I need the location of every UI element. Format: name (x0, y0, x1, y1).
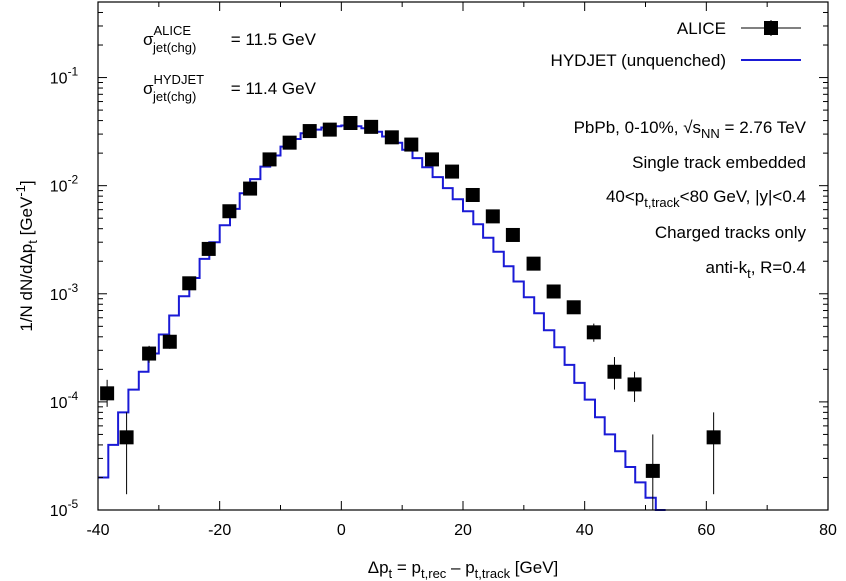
hydjet-step-line (98, 124, 666, 511)
ptrange-annotation-post: <80 GeV, |y|<0.4 (680, 187, 806, 206)
x-axis-label-sub3: t,track (475, 566, 511, 581)
x-axis-label-mid2: – p (446, 558, 474, 577)
alice-data-point (222, 204, 237, 219)
algo-annotation-pre: anti-k (706, 258, 748, 277)
x-tick-label: 20 (454, 522, 472, 539)
x-tick-label: 80 (819, 522, 837, 539)
alice-data-point (404, 137, 419, 152)
sigma-alice-symbol: σ (143, 30, 154, 49)
alice-data-point (645, 463, 660, 478)
x-tick-label: 60 (697, 522, 715, 539)
alice-data-point (485, 209, 500, 224)
ptrange-annotation-sub: t,track (644, 195, 680, 210)
alice-data-point (586, 325, 601, 340)
hydjet-series (98, 124, 666, 511)
legend-label-alice: ALICE (677, 19, 726, 38)
alice-data-point (282, 135, 297, 150)
alice-data-point (162, 334, 177, 349)
system-annotation-sqrt: √s (683, 118, 701, 137)
alice-data-point (546, 284, 561, 299)
sigma-hydjet-symbol: σ (143, 79, 154, 98)
alice-data-point (201, 241, 216, 256)
sigma-alice-sup: ALICE (154, 23, 192, 38)
alice-data-point (100, 386, 115, 401)
ptrange-annotation-pre: 40<p (606, 187, 644, 206)
alice-data-point (706, 430, 721, 445)
x-tick-label: 40 (576, 522, 594, 539)
system-annotation-pre: PbPb, 0-10%, (574, 118, 684, 137)
alice-data-point (119, 430, 134, 445)
y-axis-label-main: 1/N dN/dΔp (17, 244, 36, 332)
alice-data-point (343, 115, 358, 130)
alice-data-point (364, 119, 379, 134)
system-annotation: PbPb, 0-10%, √sNN = 2.76 TeV (574, 118, 807, 141)
sigma-hydjet-sub: jet(chg) (152, 89, 196, 104)
x-axis-label-sub1: t (389, 566, 393, 581)
embedded-annotation: Single track embedded (632, 153, 806, 172)
axis-ticks: -40 -20 0 20 40 60 80 10-5 10-4 10-3 10-2 10-1 (50, 2, 837, 539)
y-tick-label: 10-2 (50, 173, 79, 196)
info-annotations: PbPb, 0-10%, √sNN = 2.76 TeV Single trac… (574, 118, 807, 281)
alice-data-point (505, 227, 520, 242)
alice-data-point (142, 346, 157, 361)
alice-data-point (607, 364, 622, 379)
x-axis-label-sub2: t,rec (421, 566, 447, 581)
sigma-alice-annotation: σALICE jet(chg) = 11.5 GeV (143, 23, 317, 55)
algo-annotation-post: , R=0.4 (751, 258, 806, 277)
alice-data-point (424, 152, 439, 167)
y-axis-label-sub: t (25, 240, 40, 244)
alice-data-point (445, 164, 460, 179)
legend-alice-marker (764, 21, 778, 35)
alice-data-point (566, 300, 581, 315)
y-tick-label: 10-3 (50, 281, 79, 304)
sigma-hydjet-value: = 11.4 GeV (226, 79, 317, 98)
alice-data-point (262, 152, 277, 167)
x-tick-label: 0 (337, 522, 346, 539)
x-axis-label-main: Δp (368, 558, 389, 577)
y-tick-label: 10-5 (50, 497, 79, 520)
sigma-hydjet-sup: HYDJET (154, 72, 205, 87)
alice-data-point (302, 124, 317, 139)
x-axis-label: Δpt = pt,rec – pt,track [GeV] (368, 558, 559, 581)
y-axis-label-sup: -1 (13, 185, 28, 197)
ptrange-annotation: 40<pt,track<80 GeV, |y|<0.4 (606, 187, 806, 210)
alice-data-point (465, 187, 480, 202)
x-tick-label: -20 (208, 522, 231, 539)
system-annotation-post: = 2.76 TeV (720, 118, 807, 137)
x-axis-label-mid: = p (392, 558, 421, 577)
x-axis-label-unit: [GeV] (510, 558, 558, 577)
legend: ALICE HYDJET (unquenched) (551, 19, 801, 70)
y-tick-label: 10-4 (50, 389, 79, 412)
y-axis-label: 1/N dN/dΔpt [GeV-1] (13, 180, 40, 331)
alice-data-point (384, 130, 399, 145)
alice-data-point (322, 122, 337, 137)
algo-annotation: anti-kt, R=0.4 (706, 258, 807, 281)
x-tick-label: -40 (86, 522, 109, 539)
algo-annotation-sub: t (747, 266, 751, 281)
sigma-alice-sub: jet(chg) (152, 40, 196, 55)
alice-data-point (526, 256, 541, 271)
alice-data-point (243, 181, 258, 196)
y-tick-label: 10-1 (50, 65, 79, 88)
y-axis-label-close: ] (17, 180, 36, 185)
legend-label-hydjet: HYDJET (unquenched) (551, 51, 726, 70)
alice-data-point (627, 377, 642, 392)
y-axis-label-unit: [GeV (17, 196, 36, 240)
alice-series (100, 115, 721, 510)
sigma-hydjet-annotation: σHYDJET jet(chg) = 11.4 GeV (143, 72, 317, 104)
system-annotation-sub: NN (701, 126, 720, 141)
sigma-alice-value: = 11.5 GeV (226, 30, 317, 49)
alice-data-point (182, 276, 197, 291)
charged-annotation: Charged tracks only (655, 223, 807, 242)
